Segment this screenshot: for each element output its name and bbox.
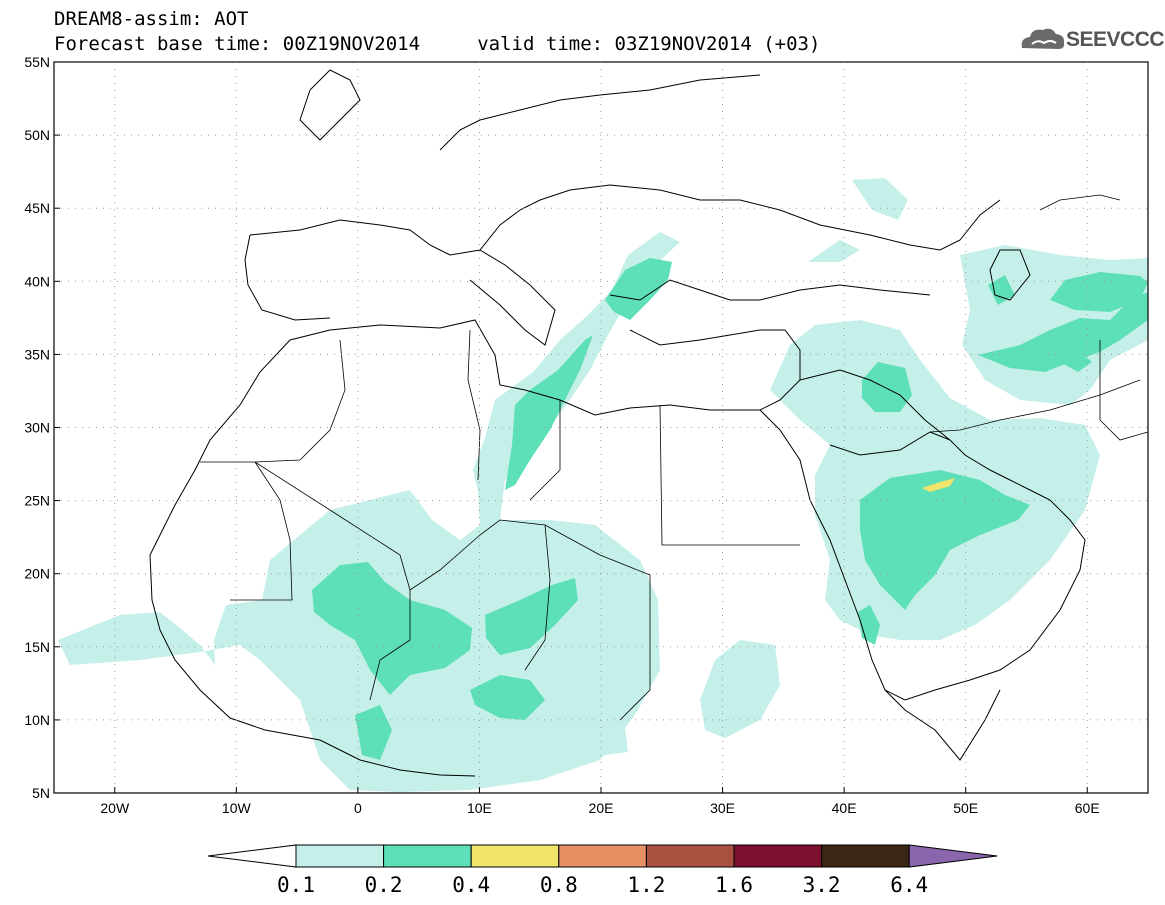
lon-label: 60E [1075, 800, 1100, 816]
lon-label: 40E [832, 800, 857, 816]
colorbar-bin [821, 844, 910, 868]
colorbar-label: 0.8 [539, 873, 578, 897]
latitude-labels: 55N 50N 45N 40N 35N 30N 25N 20N 15N 10N 5N [24, 54, 50, 801]
colorbar-label: 1.2 [627, 873, 666, 897]
map-title: DREAM8-assim: AOT [54, 8, 249, 30]
lon-label: 10E [467, 800, 492, 816]
colorbar-over-arrow [908, 844, 998, 868]
colorbar-label: 1.6 [715, 873, 753, 897]
lon-label: 0 [354, 800, 362, 816]
colorbar-bin [383, 844, 472, 868]
lat-label: 40N [24, 273, 50, 289]
cloud-icon [1021, 28, 1065, 49]
lat-label: 10N [24, 712, 50, 728]
colorbar-under-arrow [207, 844, 297, 868]
colorbar-label: 3.2 [802, 873, 841, 897]
colorbar-bin [295, 844, 385, 868]
aot-field-medium [312, 258, 1148, 760]
lon-label: 50E [953, 800, 978, 816]
lat-label: 50N [24, 127, 50, 143]
colorbar-label: 6.4 [890, 873, 929, 897]
lat-label: 35N [24, 346, 50, 362]
forecast-times: Forecast base time: 00Z19NOV2014 valid t… [54, 33, 821, 55]
colorbar-label: 0.4 [452, 873, 491, 897]
longitude-labels: 20W 10W 0 10E 20E 30E 40E 50E 60E [100, 800, 1099, 816]
colorbar-label: 0.2 [364, 873, 403, 897]
graticule [54, 61, 1148, 794]
lat-label: 15N [24, 639, 50, 655]
lat-label: 20N [24, 566, 50, 582]
lat-label: 45N [24, 200, 50, 216]
lon-label: 10W [222, 800, 252, 816]
logo-text: SEEVCCC [1066, 28, 1165, 51]
lat-label: 25N [24, 493, 50, 509]
lat-label: 5N [32, 785, 50, 801]
aot-field-high [922, 478, 955, 492]
colorbar-bin [645, 844, 735, 868]
lat-label: 30N [24, 420, 50, 436]
lat-label: 55N [24, 54, 50, 70]
coastlines [149, 69, 1086, 777]
colorbar-bin [558, 844, 647, 868]
colorbar-bin [733, 844, 823, 868]
lon-label: 20W [100, 800, 130, 816]
colorbar-bin [470, 844, 560, 868]
lon-label: 20E [589, 800, 614, 816]
country-borders [200, 194, 1148, 721]
lon-label: 30E [710, 800, 735, 816]
colorbar-label: 0.1 [277, 873, 315, 897]
